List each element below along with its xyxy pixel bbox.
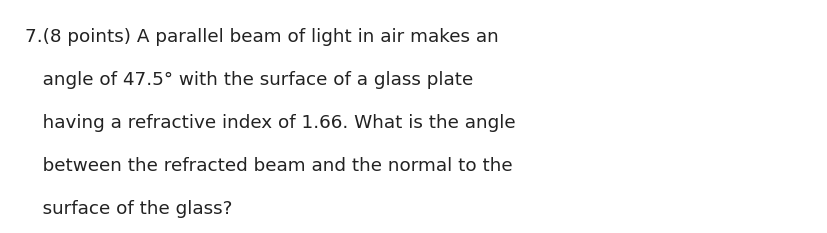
Text: surface of the glass?: surface of the glass? <box>25 200 232 218</box>
Text: 7.(8 points) A parallel beam of light in air makes an: 7.(8 points) A parallel beam of light in… <box>25 28 498 46</box>
Text: between the refracted beam and the normal to the: between the refracted beam and the norma… <box>25 157 512 175</box>
Text: having a refractive index of 1.66. What is the angle: having a refractive index of 1.66. What … <box>25 114 515 132</box>
Text: angle of 47.5° with the surface of a glass plate: angle of 47.5° with the surface of a gla… <box>25 71 472 89</box>
